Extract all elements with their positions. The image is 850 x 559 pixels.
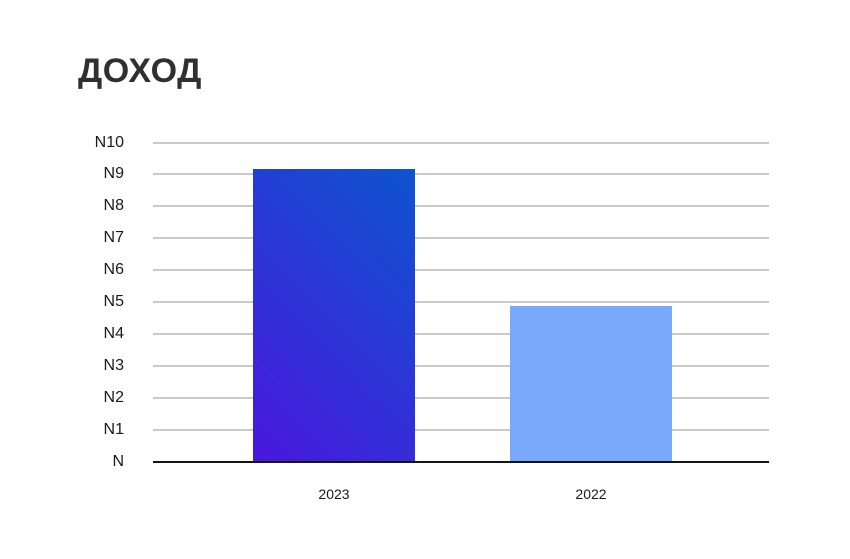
chart-title: ДОХОД (78, 52, 202, 90)
y-axis-tick-label: N6 (103, 261, 124, 278)
gridline (153, 397, 769, 399)
gridline (153, 205, 769, 207)
y-axis-tick-label: N4 (103, 325, 124, 342)
y-axis-tick-label: N5 (103, 293, 124, 310)
gridline (153, 173, 769, 175)
bar-2022 (510, 306, 672, 461)
x-axis-line (153, 461, 769, 463)
gridline (153, 269, 769, 271)
bar-2023 (253, 169, 415, 461)
y-axis-tick-label: N10 (94, 134, 124, 151)
y-axis-tick-label: N7 (103, 229, 124, 246)
x-axis-tick-label: 2022 (575, 486, 607, 502)
y-axis-tick-label: N9 (103, 165, 124, 182)
gridline (153, 333, 769, 335)
y-axis-tick-label: N3 (103, 357, 124, 374)
y-axis-tick-label: N8 (103, 197, 124, 214)
y-axis-tick-label: N (112, 453, 124, 470)
gridline (153, 237, 769, 239)
gridline (153, 429, 769, 431)
gridline (153, 142, 769, 144)
gridline (153, 301, 769, 303)
x-axis-tick-label: 2023 (318, 486, 350, 502)
y-axis-tick-label: N1 (103, 421, 124, 438)
y-axis-tick-label: N2 (103, 389, 124, 406)
gridline (153, 365, 769, 367)
